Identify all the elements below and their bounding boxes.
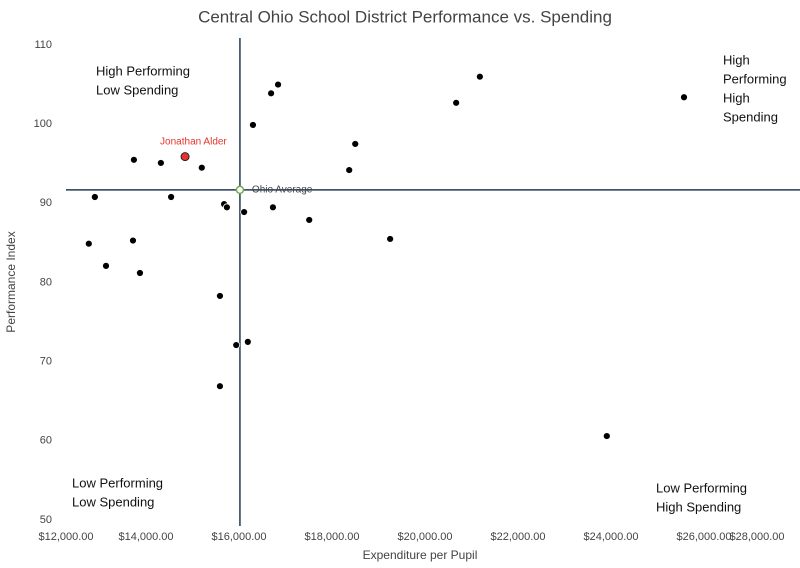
point xyxy=(197,163,206,172)
point xyxy=(232,341,241,349)
point xyxy=(386,235,395,243)
x-tick-label: $16,000.00 xyxy=(211,531,266,543)
point xyxy=(167,193,176,201)
y-tick-label: 60 xyxy=(40,435,52,447)
point xyxy=(452,98,461,107)
point xyxy=(243,337,252,346)
x-axis-label: Expenditure per Pupil xyxy=(363,548,478,562)
y-tick-label: 90 xyxy=(40,197,52,209)
point xyxy=(475,72,484,81)
x-tick-label: $24,000.00 xyxy=(583,531,638,543)
quadrant-label: High Performing xyxy=(96,63,190,78)
y-tick-label: 100 xyxy=(34,118,52,130)
point xyxy=(305,216,314,224)
quadrant-label: Low Performing xyxy=(656,480,747,495)
point xyxy=(90,193,99,201)
point xyxy=(130,155,138,164)
quadrant-label: High xyxy=(723,90,750,105)
point xyxy=(274,80,282,89)
quadrant-label: Low Spending xyxy=(96,82,178,97)
point xyxy=(156,159,165,167)
highlight-label: Jonathan Alder xyxy=(160,136,227,147)
y-tick-label: 110 xyxy=(34,39,52,51)
quadrant-label: High xyxy=(723,52,750,67)
x-tick-label: $14,000.00 xyxy=(118,531,173,543)
quadrant-label: Low Spending xyxy=(72,494,154,509)
point xyxy=(240,208,249,216)
y-tick-label: 80 xyxy=(40,276,52,288)
point xyxy=(129,236,137,245)
average-point xyxy=(235,185,245,195)
x-tick-label: $20,000.00 xyxy=(397,531,452,543)
average-label: Ohio Average xyxy=(252,185,313,196)
y-tick-label: 70 xyxy=(40,356,52,368)
point xyxy=(84,239,93,248)
point xyxy=(351,140,360,148)
point xyxy=(680,93,688,102)
quadrant-label: Spending xyxy=(723,109,778,124)
x-tick-label: $28,000.00 xyxy=(729,531,784,543)
point xyxy=(267,89,275,98)
y-tick-label: 50 xyxy=(40,514,52,526)
point xyxy=(223,203,231,212)
quadrant-label: Performing xyxy=(723,71,787,86)
point xyxy=(249,121,257,129)
point xyxy=(602,432,611,440)
chart-title: Central Ohio School District Performance… xyxy=(198,7,612,26)
point xyxy=(136,269,144,277)
x-tick-label: $18,000.00 xyxy=(304,531,359,543)
x-tick-label: $26,000.00 xyxy=(676,531,731,543)
point xyxy=(216,292,224,300)
point xyxy=(345,166,354,174)
point xyxy=(102,261,110,270)
x-tick-label: $22,000.00 xyxy=(490,531,545,543)
x-tick-label: $12,000.00 xyxy=(38,531,93,543)
quadrant-label: High Spending xyxy=(656,499,741,514)
quadrant-label: Low Performing xyxy=(72,475,163,490)
point xyxy=(216,382,224,391)
y-axis-label: Performance Index xyxy=(4,231,18,332)
highlight-point xyxy=(180,152,190,162)
point xyxy=(269,203,277,212)
